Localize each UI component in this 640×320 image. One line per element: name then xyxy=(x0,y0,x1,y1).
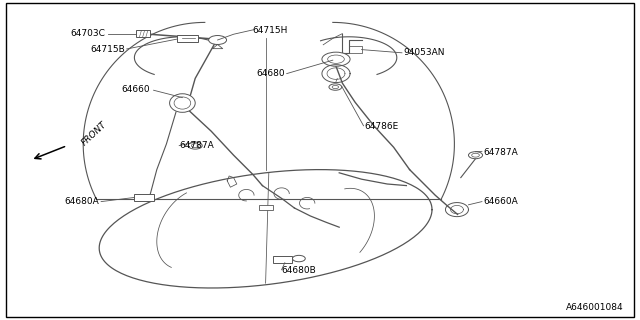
Circle shape xyxy=(292,255,305,262)
Bar xyxy=(134,194,154,201)
Circle shape xyxy=(468,152,483,159)
Text: 94053AN: 94053AN xyxy=(403,48,445,57)
Text: FRONT: FRONT xyxy=(80,120,109,147)
Bar xyxy=(273,256,292,263)
Text: 64787A: 64787A xyxy=(179,141,214,150)
Text: 64703C: 64703C xyxy=(71,29,106,38)
Circle shape xyxy=(332,85,339,89)
Text: 64660A: 64660A xyxy=(483,197,518,206)
Text: 64680: 64680 xyxy=(256,69,285,78)
Circle shape xyxy=(209,36,227,44)
Circle shape xyxy=(329,84,342,90)
Text: 64680B: 64680B xyxy=(282,266,316,275)
Circle shape xyxy=(328,55,344,63)
Bar xyxy=(259,205,273,210)
Text: A646001084: A646001084 xyxy=(566,303,624,312)
Text: 64660: 64660 xyxy=(122,85,150,94)
Text: 64715B: 64715B xyxy=(90,45,125,54)
Ellipse shape xyxy=(174,97,191,109)
Circle shape xyxy=(322,52,350,66)
Text: 64787A: 64787A xyxy=(483,148,518,156)
Text: 64680A: 64680A xyxy=(65,197,99,206)
Ellipse shape xyxy=(170,94,195,112)
Bar xyxy=(177,35,198,42)
Bar xyxy=(136,30,150,37)
Circle shape xyxy=(472,153,479,157)
Text: 64786E: 64786E xyxy=(365,122,399,131)
Text: 64715H: 64715H xyxy=(253,26,288,35)
Circle shape xyxy=(191,144,199,148)
Circle shape xyxy=(188,142,202,149)
